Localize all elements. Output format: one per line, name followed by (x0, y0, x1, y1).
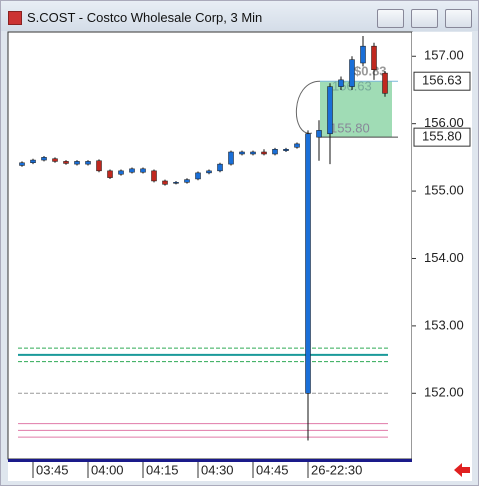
candle-body (195, 172, 201, 180)
candle-body (382, 72, 388, 94)
candle-body (206, 170, 212, 174)
maximize-button[interactable] (411, 9, 438, 28)
candle-body (327, 86, 333, 135)
position-arc (295, 80, 321, 134)
y-tick-label: 156.00 (424, 115, 464, 130)
candle-body (129, 168, 135, 173)
candle-body (228, 151, 234, 165)
y-tick-label: 152.00 (424, 385, 464, 400)
x-tick-label: 04:15 (146, 462, 179, 477)
minimize-button[interactable] (377, 9, 404, 28)
candle-body (239, 151, 245, 155)
candle-body (162, 180, 168, 185)
entry-box-label: 155.80 (330, 121, 370, 136)
target-axis-label: 156.63 (422, 73, 462, 88)
scroll-arrow[interactable] (454, 463, 470, 477)
candle-body (261, 151, 267, 155)
candle-body (52, 158, 58, 162)
candle-body (272, 149, 278, 155)
candle-body (283, 149, 289, 151)
candle-body (151, 170, 157, 182)
candle-body (85, 161, 91, 165)
entry-axis-box (413, 127, 471, 147)
x-tick-label: 04:30 (201, 462, 234, 477)
candle-body (250, 151, 256, 155)
candle-body (294, 143, 300, 148)
candle-body (140, 168, 146, 173)
candle-body (338, 79, 344, 87)
candle-body (118, 170, 124, 175)
x-tick-label: 26-22:30 (311, 462, 362, 477)
candle-body (371, 45, 377, 70)
target-axis-box (413, 71, 471, 91)
candle-body (19, 162, 25, 166)
candle-body (30, 159, 36, 164)
window-title: S.COST - Costco Wholesale Corp, 3 Min (27, 10, 263, 25)
y-tick-label: 153.00 (424, 317, 464, 332)
y-axis-area (412, 32, 472, 459)
candle-body (316, 130, 322, 138)
y-tick-label: 155.00 (424, 183, 464, 198)
y-tick-label: 154.00 (424, 250, 464, 265)
candle-body (349, 59, 355, 87)
x-axis-bar (8, 459, 412, 462)
x-tick-label: 03:45 (36, 462, 69, 477)
app-icon (8, 11, 22, 25)
x-axis-area (8, 459, 472, 481)
x-tick-label: 04:00 (91, 462, 124, 477)
title-bar: S.COST - Costco Wholesale Corp, 3 Min (1, 1, 478, 31)
candle-body (305, 133, 311, 394)
close-button[interactable] (445, 9, 472, 28)
y-tick-label: 157.00 (424, 48, 464, 63)
candle-body (217, 163, 223, 172)
x-tick-label: 04:45 (256, 462, 289, 477)
candle-body (63, 161, 69, 164)
candle-body (360, 45, 366, 64)
candle-body (173, 182, 179, 184)
candle-body (96, 160, 102, 172)
candle-body (41, 157, 47, 161)
candle-body (184, 179, 190, 183)
profit-label: $0.83 (354, 64, 387, 79)
candle-body (107, 170, 113, 178)
entry-axis-label: 155.80 (422, 129, 462, 144)
candle-body (74, 161, 80, 165)
